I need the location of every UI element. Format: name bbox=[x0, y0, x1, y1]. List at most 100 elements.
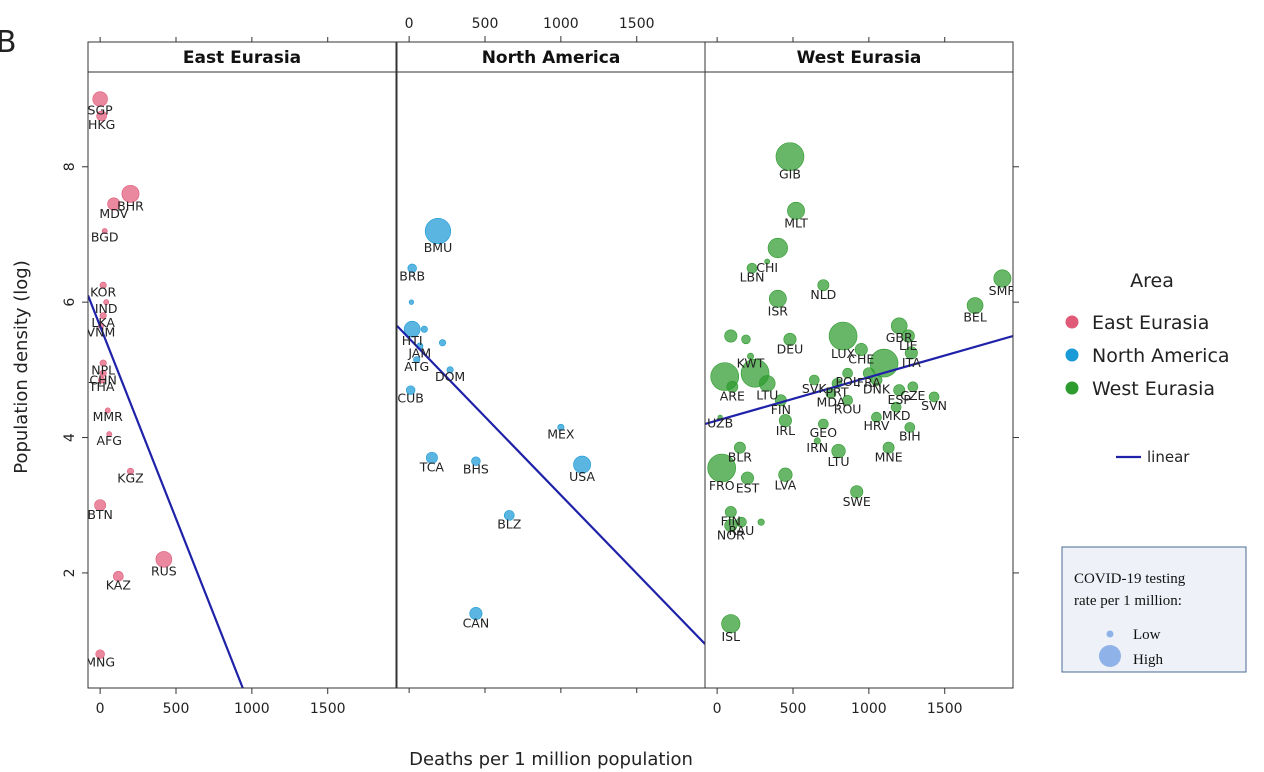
point-label-west-eurasia-kwt-15: KWT bbox=[737, 356, 765, 371]
point-label-west-eurasia-che-16: CHE bbox=[848, 352, 874, 367]
point-label-east-eurasia-chn-10: CHN bbox=[89, 372, 116, 387]
point-east-eurasia-hkg-1 bbox=[96, 110, 107, 122]
x-tick-label-top-1-1000: 1000 bbox=[543, 16, 579, 32]
size-legend-high-label: High bbox=[1133, 652, 1164, 668]
point-east-eurasia-chn-10 bbox=[99, 369, 107, 377]
point-label-east-eurasia-rus-16: RUS bbox=[151, 563, 177, 578]
point-west-eurasia-rau-49 bbox=[736, 516, 747, 528]
point-west-eurasia-mkd-36 bbox=[890, 401, 902, 413]
point-east-eurasia-mng-18 bbox=[95, 649, 105, 659]
point-label-east-eurasia-vnm-8: VNM bbox=[87, 324, 116, 339]
point-label-west-eurasia-ltu-42: LTU bbox=[828, 454, 850, 469]
point-label-north-america-brb-1: BRB bbox=[399, 269, 425, 284]
point-west-eurasia-esp-28 bbox=[893, 384, 906, 397]
point-east-eurasia-btn-15 bbox=[94, 499, 107, 512]
point-east-eurasia-npl-9 bbox=[99, 359, 107, 367]
legend-marker-west-eurasia bbox=[1065, 381, 1079, 395]
point-west-eurasia-est-45 bbox=[740, 471, 754, 485]
panel-strip-east-eurasia bbox=[87, 41, 397, 73]
point-label-east-eurasia-mmr-12: MMR bbox=[93, 409, 124, 424]
point-label-east-eurasia-lka-7: LKA bbox=[91, 315, 115, 330]
point-north-america-can-15 bbox=[469, 607, 483, 621]
point-west-eurasia-smr-6 bbox=[993, 269, 1012, 288]
point-label-west-eurasia-lva-46: LVA bbox=[774, 478, 796, 493]
y-tick-label-4: 4 bbox=[62, 433, 78, 442]
fit-line-east-eurasia bbox=[88, 294, 244, 688]
point-label-west-eurasia-svk-24: SVK bbox=[802, 381, 827, 396]
size-legend-low-label: Low bbox=[1133, 627, 1161, 643]
point-label-north-america-cub-9: CUB bbox=[397, 391, 423, 406]
point-west-eurasia-irn-40 bbox=[813, 437, 821, 445]
point-north-america-bmu-0 bbox=[424, 217, 452, 245]
point-label-west-eurasia-irn-40: IRN bbox=[806, 440, 828, 455]
x-tick-label-top-1-0: 0 bbox=[405, 16, 414, 32]
point-label-west-eurasia-lux-10: LUX bbox=[831, 346, 855, 361]
point-west-eurasia-lbn-4 bbox=[746, 263, 758, 274]
point-west-eurasia-unlabeled-2 bbox=[767, 237, 788, 259]
point-east-eurasia-mdv-3 bbox=[107, 197, 121, 211]
point-label-north-america-usa-13: USA bbox=[569, 469, 595, 484]
legend-label-west-eurasia: West Eurasia bbox=[1092, 378, 1215, 400]
axes: 0 0 0 500 500 500 1000 1000 1000 1500 1500 1500 2 4 6 8 bbox=[62, 16, 1019, 717]
point-label-west-eurasia-fra-20: FRA bbox=[857, 375, 881, 390]
point-west-eurasia-nld-5 bbox=[817, 279, 830, 292]
point-label-west-eurasia-fin-48: FIN bbox=[721, 514, 741, 529]
point-label-east-eurasia-btn-15: BTN bbox=[87, 507, 113, 522]
point-west-eurasia-unlabeled-12 bbox=[724, 329, 738, 343]
point-label-west-eurasia-deu-14: DEU bbox=[777, 342, 804, 357]
point-east-eurasia-bhr-2 bbox=[121, 184, 140, 203]
point-label-west-eurasia-lbn-4: LBN bbox=[740, 269, 765, 284]
point-label-west-eurasia-irl-34: IRL bbox=[776, 423, 795, 438]
fit-line-north-america bbox=[397, 325, 705, 645]
point-west-eurasia-che-16 bbox=[854, 343, 868, 357]
point-west-eurasia-bih-39 bbox=[904, 422, 916, 433]
point-label-north-america-bmu-0: BMU bbox=[424, 240, 453, 255]
point-west-eurasia-blr-43 bbox=[733, 441, 746, 454]
point-north-america-mex-10 bbox=[557, 423, 565, 431]
point-label-west-eurasia-prt-25: PRT bbox=[826, 384, 849, 399]
point-west-eurasia-svk-24 bbox=[808, 374, 820, 386]
y-tick-label-2: 2 bbox=[62, 568, 78, 577]
legend-label-north-america: North America bbox=[1092, 345, 1230, 367]
legend-line-label: linear bbox=[1147, 448, 1190, 466]
x-axis-title: Deaths per 1 million population bbox=[409, 749, 693, 770]
point-east-eurasia-afg-13 bbox=[106, 431, 113, 438]
panel-title-west-eurasia: West Eurasia bbox=[797, 48, 922, 68]
point-label-west-eurasia-isr-7: ISR bbox=[768, 303, 789, 318]
point-label-east-eurasia-tha-11: THA bbox=[88, 379, 115, 394]
point-label-west-eurasia-smr-6: SMR bbox=[989, 283, 1017, 298]
legend-label-east-eurasia: East Eurasia bbox=[1092, 312, 1209, 334]
point-west-eurasia-nor-50 bbox=[724, 519, 738, 533]
point-label-west-eurasia-mne-41: MNE bbox=[875, 449, 903, 464]
panel-frame-west-eurasia bbox=[704, 71, 1014, 689]
panel-title-north-america: North America bbox=[482, 48, 621, 68]
point-label-east-eurasia-kgz-14: KGZ bbox=[117, 471, 143, 486]
point-label-west-eurasia-bih-39: BIH bbox=[899, 428, 921, 443]
point-west-eurasia-svn-29 bbox=[928, 391, 940, 403]
point-west-eurasia-hrv-37 bbox=[871, 411, 882, 423]
point-label-west-eurasia-est-45: EST bbox=[736, 480, 760, 495]
point-west-eurasia-unlabeled-13 bbox=[741, 334, 751, 345]
point-north-america-unlabeled-4 bbox=[420, 325, 428, 333]
x-tick-label-bottom-2-500: 500 bbox=[780, 701, 807, 717]
point-west-eurasia-bel-8 bbox=[966, 297, 984, 314]
x-tick-label-bottom-0-500: 500 bbox=[163, 701, 190, 717]
point-label-west-eurasia-svn-29: SVN bbox=[921, 398, 947, 413]
panel-frame-east-eurasia bbox=[87, 71, 397, 689]
point-label-north-america-dom-8: DOM bbox=[435, 369, 465, 384]
x-tick-label-bottom-2-0: 0 bbox=[713, 701, 722, 717]
point-label-west-eurasia-cze-32: CZE bbox=[900, 388, 925, 403]
x-tick-label-bottom-0-1000: 1000 bbox=[234, 701, 270, 717]
point-label-west-eurasia-pol-19: POL bbox=[835, 374, 859, 389]
point-label-west-eurasia-ltu-23: LTU bbox=[756, 387, 778, 402]
legend: Area East Eurasia North America West Eurasi… bbox=[1065, 270, 1230, 466]
point-label-east-eurasia-kor-5: KOR bbox=[90, 284, 116, 299]
point-west-eurasia-lva-46 bbox=[778, 467, 793, 482]
x-tick-label-top-1-500: 500 bbox=[472, 16, 499, 32]
point-label-west-eurasia-fro-44: FRO bbox=[709, 478, 735, 493]
point-label-east-eurasia-ind-6: IND bbox=[95, 301, 118, 316]
size-legend-high-marker bbox=[1099, 645, 1121, 667]
